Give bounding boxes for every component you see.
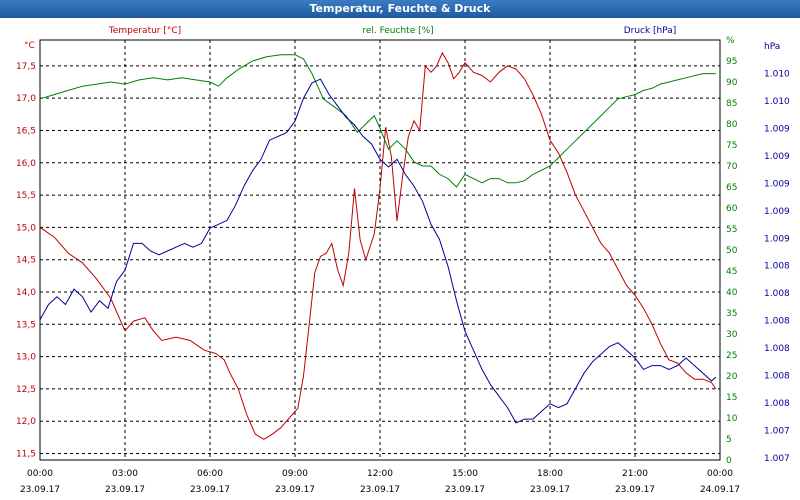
temperature-unit-label: °C <box>24 41 35 51</box>
humidity-tick-label: 40 <box>726 288 738 298</box>
humidity-tick-label: 5 <box>726 435 732 445</box>
humidity-tick-label: 90 <box>726 78 738 88</box>
pressure-tick-label: 1.010 <box>764 69 790 79</box>
humidity-tick-label: 55 <box>726 225 737 235</box>
humidity-tick-label: 0 <box>726 456 732 466</box>
x-tick-date: 23.09.17 <box>190 485 230 495</box>
humidity-tick-label: 75 <box>726 141 737 151</box>
temperature-tick-label: 15,5 <box>16 191 36 201</box>
x-tick-time: 09:00 <box>282 469 308 479</box>
series-line-pressure <box>39 78 717 424</box>
pressure-tick-label: 1.008 <box>764 289 790 299</box>
pressure-tick-label: 1.008 <box>764 262 790 272</box>
humidity-tick-label: 85 <box>726 99 737 109</box>
chart-axes: 00:00 23.09.17 03:00 23.09.17 06:00 23.09.17 0… <box>16 36 790 495</box>
x-tick-date: 23.09.17 <box>360 485 400 495</box>
temperature-tick-label: 16,5 <box>16 126 36 136</box>
temperature-tick-label: 17,5 <box>16 62 36 72</box>
x-tick-date: 23.09.17 <box>20 485 60 495</box>
x-tick-time: 00:00 <box>707 469 733 479</box>
humidity-tick-label: 80 <box>726 120 738 130</box>
x-tick-time: 18:00 <box>537 469 563 479</box>
humidity-tick-label: % <box>726 36 735 46</box>
temperature-tick-label: 14,0 <box>16 288 36 298</box>
series-line-humidity <box>39 54 716 188</box>
humidity-tick-label: 45 <box>726 267 737 277</box>
x-tick-date: 23.09.17 <box>615 485 655 495</box>
temperature-tick-label: 17,0 <box>16 94 36 104</box>
humidity-tick-label: 70 <box>726 162 738 172</box>
pressure-tick-label: 1.009 <box>764 207 790 217</box>
temperature-tick-label: 13,5 <box>16 320 36 330</box>
pressure-tick-label: 1.009 <box>764 124 790 134</box>
pressure-tick-label: 1.007 <box>764 454 790 464</box>
pressure-tick-label: 1.008 <box>764 317 790 327</box>
humidity-tick-label: 50 <box>726 246 738 256</box>
x-tick-time: 15:00 <box>452 469 478 479</box>
humidity-tick-label: 35 <box>726 309 737 319</box>
pressure-tick-label: hPa <box>764 42 780 52</box>
chart-series <box>39 51 717 440</box>
temperature-tick-label: 13,0 <box>16 353 36 363</box>
x-tick-time: 21:00 <box>622 469 648 479</box>
x-tick-date: 23.09.17 <box>105 485 145 495</box>
x-tick-time: 00:00 <box>27 469 53 479</box>
pressure-tick-label: 1.009 <box>764 152 790 162</box>
temperature-tick-label: 12,0 <box>16 417 36 427</box>
humidity-axis-title: rel. Feuchte [%] <box>362 26 433 36</box>
temperature-tick-label: 12,5 <box>16 385 36 395</box>
pressure-tick-label: 1.007 <box>764 427 790 437</box>
temperature-tick-label: 11,5 <box>16 450 36 460</box>
x-tick-date: 23.09.17 <box>275 485 315 495</box>
humidity-tick-label: 65 <box>726 183 737 193</box>
pressure-axis-title: Druck [hPa] <box>624 26 677 36</box>
humidity-tick-label: 30 <box>726 330 738 340</box>
temperature-tick-label: 15,0 <box>16 223 36 233</box>
x-tick-date: 23.09.17 <box>445 485 485 495</box>
humidity-tick-label: 60 <box>726 204 738 214</box>
x-tick-date: 23.09.17 <box>530 485 570 495</box>
series-line-temperature <box>39 51 717 440</box>
pressure-tick-label: 1.008 <box>764 372 790 382</box>
temperature-axis-title: Temperatur [°C] <box>108 26 181 36</box>
window-title: Temperatur, Feuchte & Druck <box>0 0 800 18</box>
temperature-tick-label: 16,0 <box>16 159 36 169</box>
pressure-tick-label: 1.009 <box>764 234 790 244</box>
pressure-tick-label: 1.008 <box>764 399 790 409</box>
pressure-tick-label: 1.008 <box>764 344 790 354</box>
pressure-tick-label: 1.009 <box>764 179 790 189</box>
humidity-tick-label: 10 <box>726 414 738 424</box>
x-tick-date: 24.09.17 <box>700 485 740 495</box>
humidity-tick-label: 15 <box>726 393 737 403</box>
humidity-tick-label: 20 <box>726 372 738 382</box>
x-tick-time: 12:00 <box>367 469 393 479</box>
humidity-tick-label: 25 <box>726 351 737 361</box>
humidity-tick-label: 95 <box>726 57 737 67</box>
x-tick-time: 03:00 <box>112 469 138 479</box>
x-tick-time: 06:00 <box>197 469 223 479</box>
chart-grid <box>39 39 721 461</box>
pressure-tick-label: 1.010 <box>764 97 790 107</box>
temperature-tick-label: 14,5 <box>16 256 36 266</box>
